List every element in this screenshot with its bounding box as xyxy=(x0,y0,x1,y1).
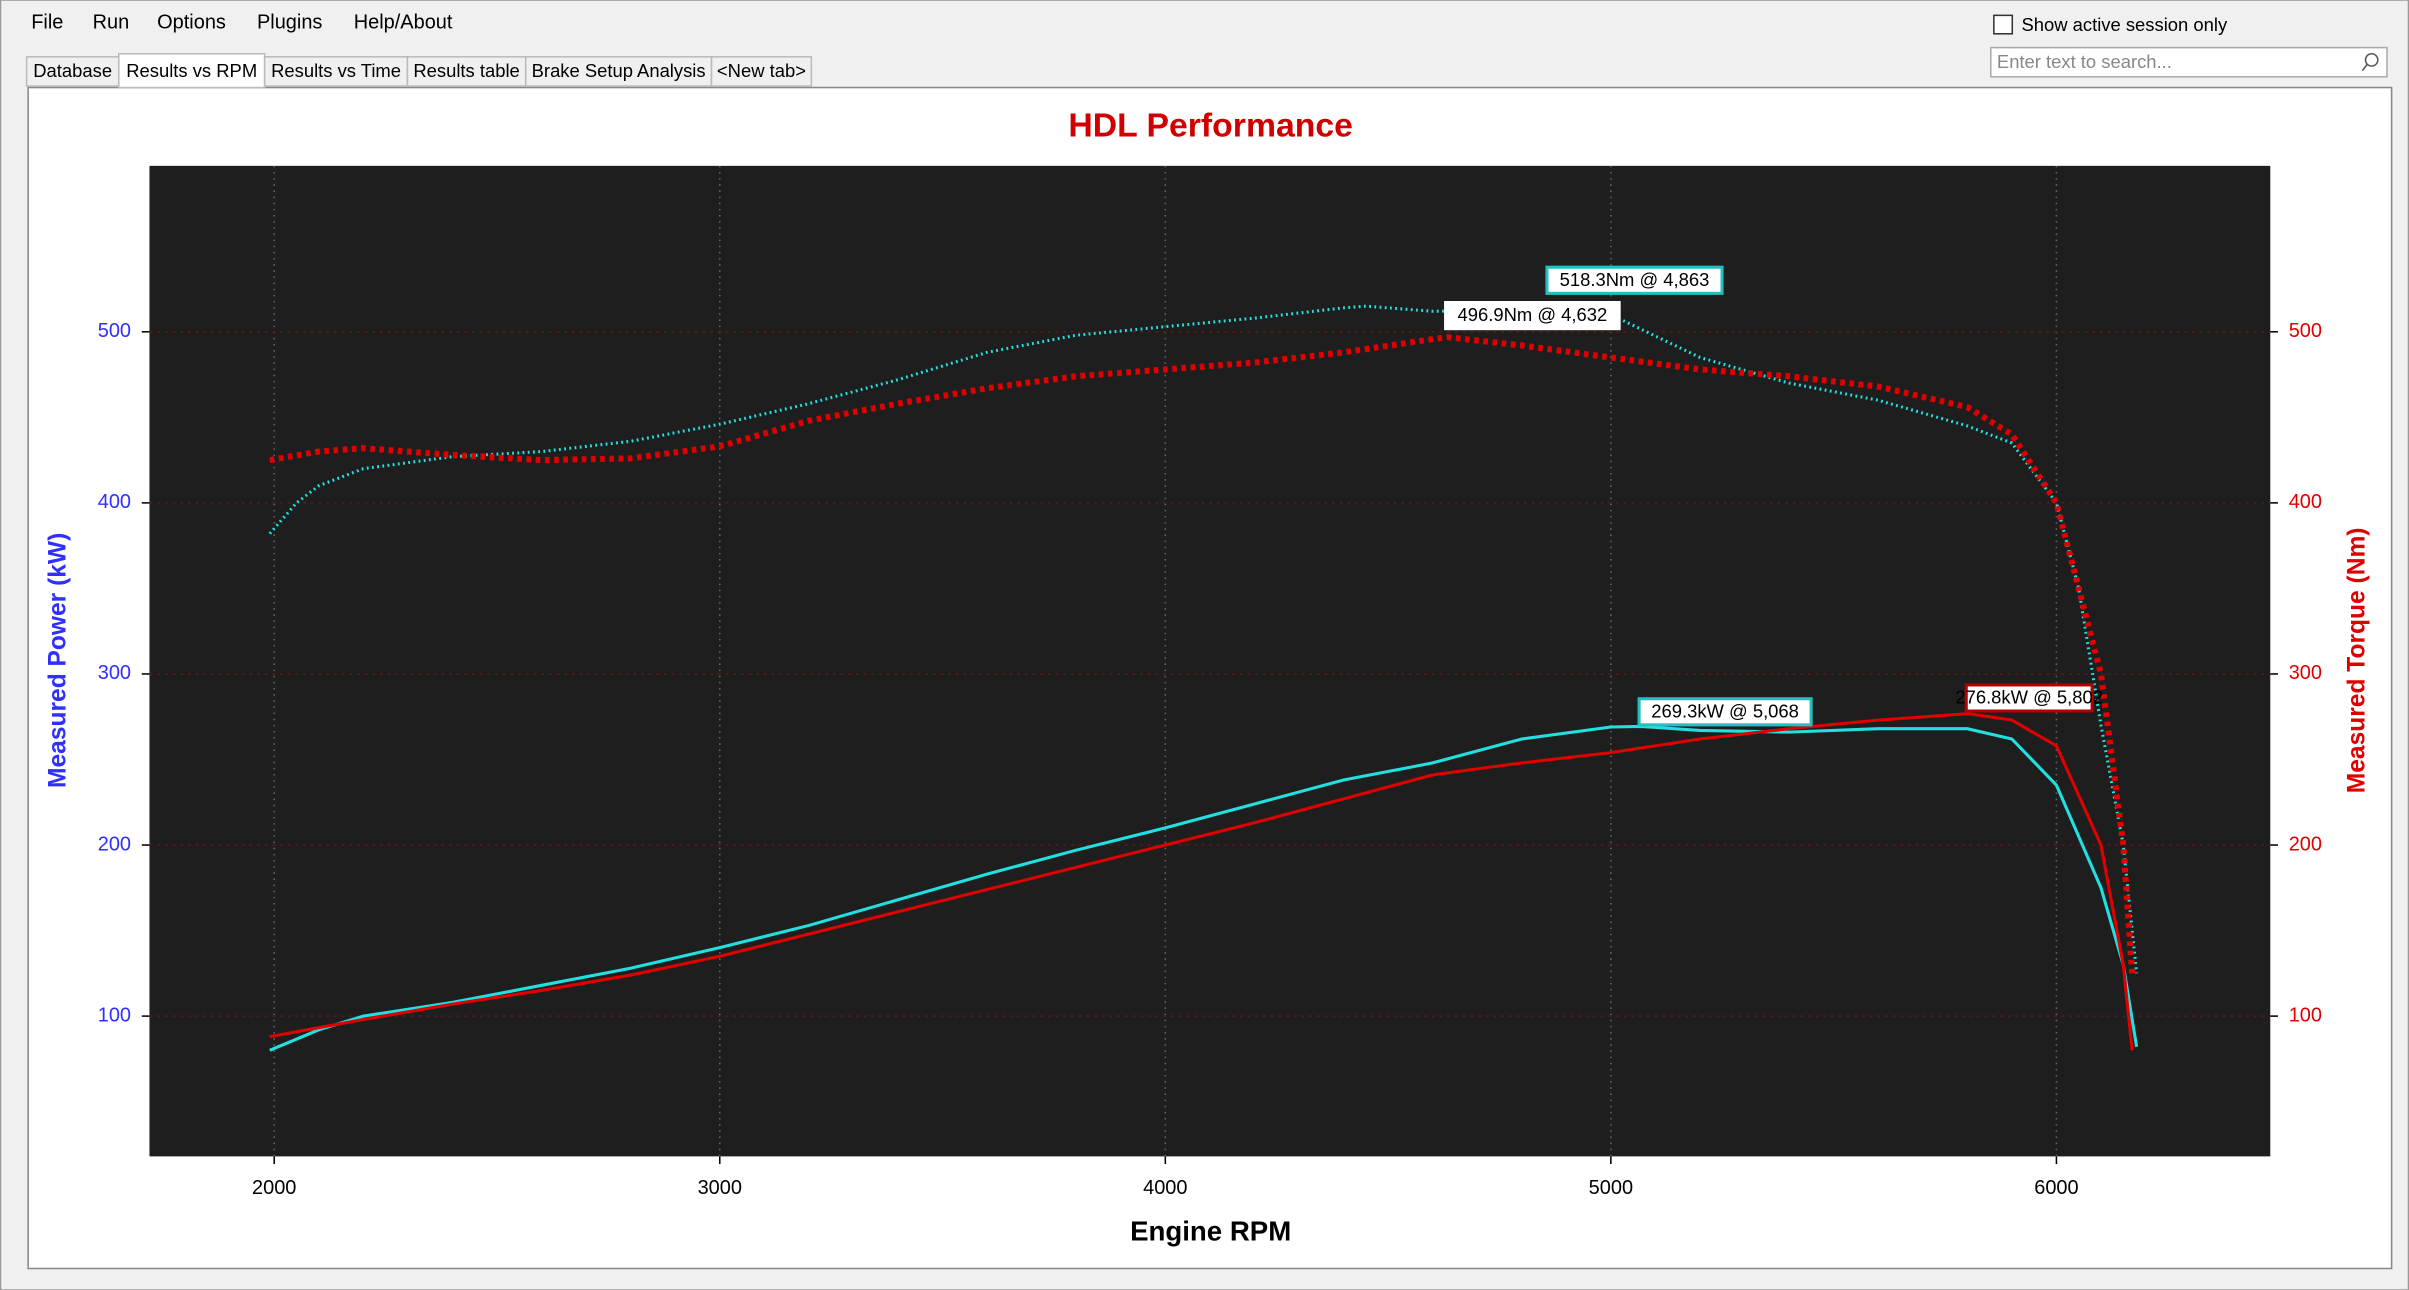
chart-title: HDL Performance xyxy=(1068,106,1353,144)
annotation-box xyxy=(1444,301,1621,331)
annotation-text: 496.9Nm @ 4,632 xyxy=(1458,304,1608,325)
y-tick-label: 400 xyxy=(98,491,131,513)
search-icon-handle xyxy=(2361,64,2368,72)
x-tick-label: 6000 xyxy=(2034,1177,2078,1199)
tab-label[interactable]: Results vs Time xyxy=(271,60,401,81)
tab[interactable] xyxy=(524,56,713,87)
tab-label[interactable]: Results vs RPM xyxy=(126,60,257,81)
menu-item[interactable]: Run xyxy=(93,11,130,33)
annotation-box xyxy=(1637,697,1813,727)
tab[interactable] xyxy=(117,52,266,89)
menu-item[interactable]: Help/About xyxy=(354,11,453,33)
y2-tick-label: 300 xyxy=(2289,662,2322,684)
series-line xyxy=(269,334,2136,974)
search-icon[interactable] xyxy=(2364,52,2379,67)
y2-axis-title: Measured Torque (Nm) xyxy=(2343,528,2370,794)
y-tick-label: 100 xyxy=(98,1004,131,1026)
tab-label[interactable]: Database xyxy=(33,60,112,81)
y-axis-title: Measured Power (kW) xyxy=(44,533,71,788)
annotation-text: 269.3kW @ 5,068 xyxy=(1651,700,1799,721)
tab-label[interactable]: Results table xyxy=(413,60,519,81)
tab-label[interactable]: <New tab> xyxy=(717,60,806,81)
y2-tick-label: 200 xyxy=(2289,833,2322,855)
menu-item[interactable]: Plugins xyxy=(257,11,322,33)
annotation-box xyxy=(1545,265,1724,295)
menu-item[interactable]: Options xyxy=(157,11,226,33)
y-tick-label: 500 xyxy=(98,320,131,342)
plot-area xyxy=(149,165,2271,1157)
series-line xyxy=(269,712,2134,1051)
x-tick-label: 5000 xyxy=(1589,1177,1633,1199)
checkbox-label[interactable]: Show active session only xyxy=(2022,14,2228,35)
search-box[interactable] xyxy=(1990,46,2388,78)
tab[interactable] xyxy=(710,56,813,87)
y2-tick-label: 400 xyxy=(2289,491,2322,513)
tab[interactable] xyxy=(406,56,527,87)
annotation-text: 518.3Nm @ 4,863 xyxy=(1560,269,1710,290)
tab[interactable] xyxy=(263,56,409,87)
annotation-text: 276.8kW @ 5,802 xyxy=(1955,687,2103,708)
x-tick-label: 2000 xyxy=(252,1177,296,1199)
x-tick-label: 4000 xyxy=(1143,1177,1187,1199)
y2-tick-label: 500 xyxy=(2289,320,2322,342)
series-line xyxy=(268,304,2139,974)
x-tick-label: 3000 xyxy=(698,1177,742,1199)
checkbox[interactable] xyxy=(1993,14,2014,35)
search-placeholder: Enter text to search... xyxy=(1997,51,2172,72)
menu-item[interactable]: File xyxy=(31,11,63,33)
y-tick-label: 300 xyxy=(98,662,131,684)
annotation-box xyxy=(1964,683,2094,713)
series-line xyxy=(269,724,2139,1052)
x-axis-title: Engine RPM xyxy=(1130,1215,1291,1246)
y2-tick-label: 100 xyxy=(2289,1004,2322,1026)
y-tick-label: 200 xyxy=(98,833,131,855)
tab-label[interactable]: Brake Setup Analysis xyxy=(532,60,706,81)
